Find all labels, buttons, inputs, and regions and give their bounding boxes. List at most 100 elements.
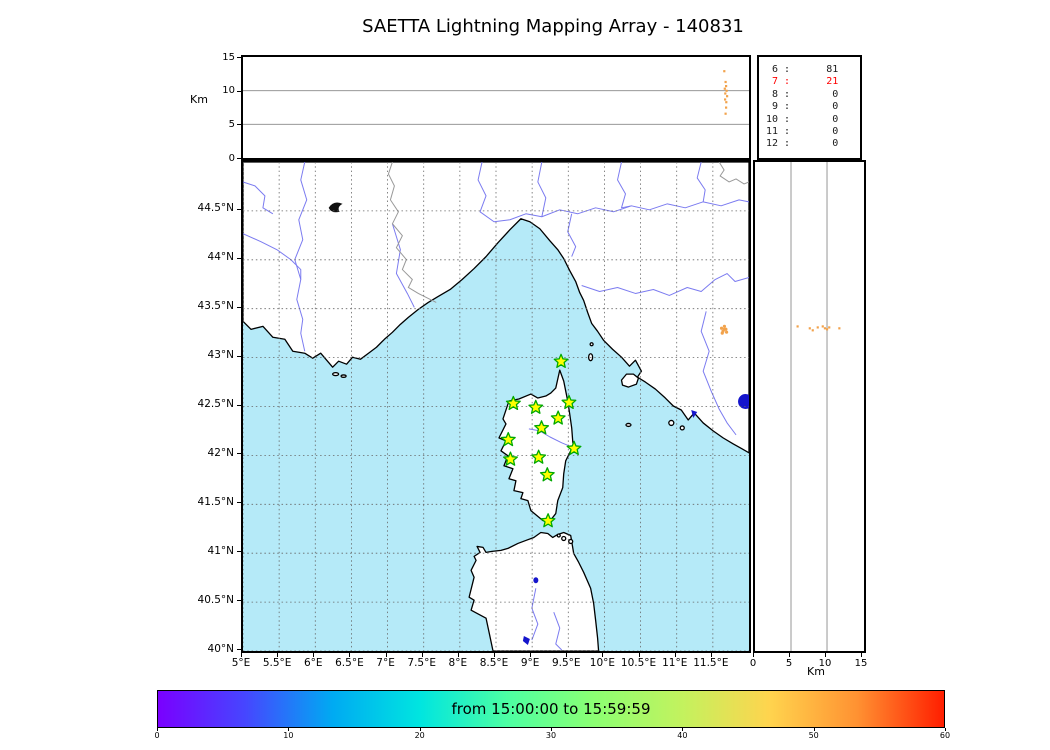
maddalena-islet [561,535,567,542]
lon-tick-label: 5°E [231,657,251,669]
altitude-time-plot [243,70,749,125]
station-count-row: 6 : 81 [766,64,839,75]
hyeres-islet-2 [340,374,347,378]
lake-bolsena [738,394,749,409]
river-po-trib-2 [617,162,632,209]
alt-lat-tick-mark [825,653,826,657]
river-sardinia-1 [531,588,539,641]
lat-tick-mark [237,600,241,602]
montecristo-island [668,419,675,427]
alt-lat-tick-label: 10 [818,658,832,669]
lon-tick-mark [313,653,315,657]
alt-lat-tick-label: 15 [854,658,868,669]
giglio-island [679,425,685,431]
lat-tick-label: 40°N [207,642,234,655]
lma-station-markers [500,353,582,528]
lon-tick-mark [530,653,532,657]
alt-tick-mark [237,57,241,58]
lat-tick-mark [237,208,241,210]
lake-serre-poncon [328,202,343,213]
lon-tick-mark [566,653,568,657]
river-po-trib-1 [537,162,547,217]
lon-tick-mark [674,653,676,657]
alt-tick-label: 10 [222,85,235,97]
colorbar-tick-label: 50 [808,731,819,740]
station-count-panel: 6 : 81 7 : 21 8 : 0 9 : 0 10 : 0 11 : 0 12 … [757,55,862,160]
station-count-row: 10 : 0 [766,113,839,125]
lon-tick-mark [710,653,712,657]
alt-tick-mark [237,124,241,126]
pianosa-island [625,422,632,428]
lon-tick-mark [602,653,604,657]
alt-tick-label: 15 [222,51,235,63]
colorbar-tick-mark [813,728,815,731]
lon-tick-mark [277,653,279,657]
alt-lat-tick-mark [861,653,863,657]
colorbar-tick-label: 10 [283,731,294,740]
hyeres-islet [331,371,340,377]
lat-tick-mark [237,453,241,455]
lon-tick-label: 8.5°E [479,657,509,669]
lat-tick-label: 41°N [207,544,234,557]
altitude-axis-label-bottom: Km [807,665,825,678]
lon-tick-mark [457,653,459,657]
altitude-latitude-panel [753,160,866,653]
colorbar-tick-label: 0 [154,731,160,740]
colorbar-tick-label: 30 [545,731,557,740]
alt-lat-tick-mark [753,653,754,657]
maddalena-islet-2 [568,538,574,545]
river-arno [581,273,749,296]
lon-tick-label: 7.5°E [407,657,436,669]
map-panel [241,160,751,653]
lake-sardinia-1 [533,577,539,584]
lakes [328,202,749,646]
border-north-italy [718,162,749,185]
colorbar-tick-label: 20 [414,731,425,740]
river-sardinia-2 [553,611,563,651]
colorbar-tick-mark [682,728,684,731]
mainland-coast [243,162,749,454]
station-count-row: 9 : 0 [766,101,839,113]
page-title: SAETTA Lightning Mapping Array - 140831 [362,16,744,37]
lat-tick-mark [237,306,241,308]
lightning-altitude-lat-points [796,325,841,332]
colorbar-tick-mark [551,728,552,731]
alt-tick-mark [237,90,241,92]
country-borders [387,162,749,303]
map-gridlines [243,162,749,651]
lon-tick-label: 8°E [448,657,468,669]
maddalena-islet-3 [556,533,561,538]
lightning-map-points [719,324,729,335]
border-france-italy [387,162,437,303]
lon-tick-mark [241,653,242,657]
colorbar-label: from 15:00:00 to 15:59:59 [451,700,651,718]
lat-tick-label: 44.5°N [197,202,234,215]
lon-tick-label: 10°E [589,657,616,669]
alt-lat-tick-label: 0 [749,658,757,669]
river-golo [528,428,574,449]
lon-tick-label: 6.5°E [335,657,364,669]
river-tiber [700,311,737,436]
time-colorbar: from 15:00:00 to 15:59:59 [157,690,945,728]
altitude-lat-gridlines [790,162,828,651]
lake-sardinia-2 [522,636,530,646]
lon-tick-label: 10.5°E [620,657,657,669]
lon-tick-mark [349,653,351,657]
river-small-nw [243,181,274,215]
lon-tick-label: 9.5°E [551,657,581,669]
lat-tick-mark [237,355,241,357]
altitude-time-panel [241,55,751,160]
lat-tick-label: 43.5°N [197,300,234,313]
lon-tick-mark [385,653,387,657]
lat-tick-label: 41.5°N [197,495,234,508]
alt-tick-label: 5 [228,118,235,130]
lon-tick-label: 11°E [662,657,688,669]
river-var [391,223,415,308]
lon-tick-label: 5.5°E [262,657,292,669]
station-count-rows: 6 : 81 7 : 21 8 : 0 9 : 0 10 : 0 11 : 0 12 … [759,57,860,151]
lat-tick-label: 42°N [207,446,234,459]
colorbar-tick-mark [288,728,290,731]
lat-tick-mark [237,404,241,406]
lat-tick-label: 42.5°N [197,398,234,410]
